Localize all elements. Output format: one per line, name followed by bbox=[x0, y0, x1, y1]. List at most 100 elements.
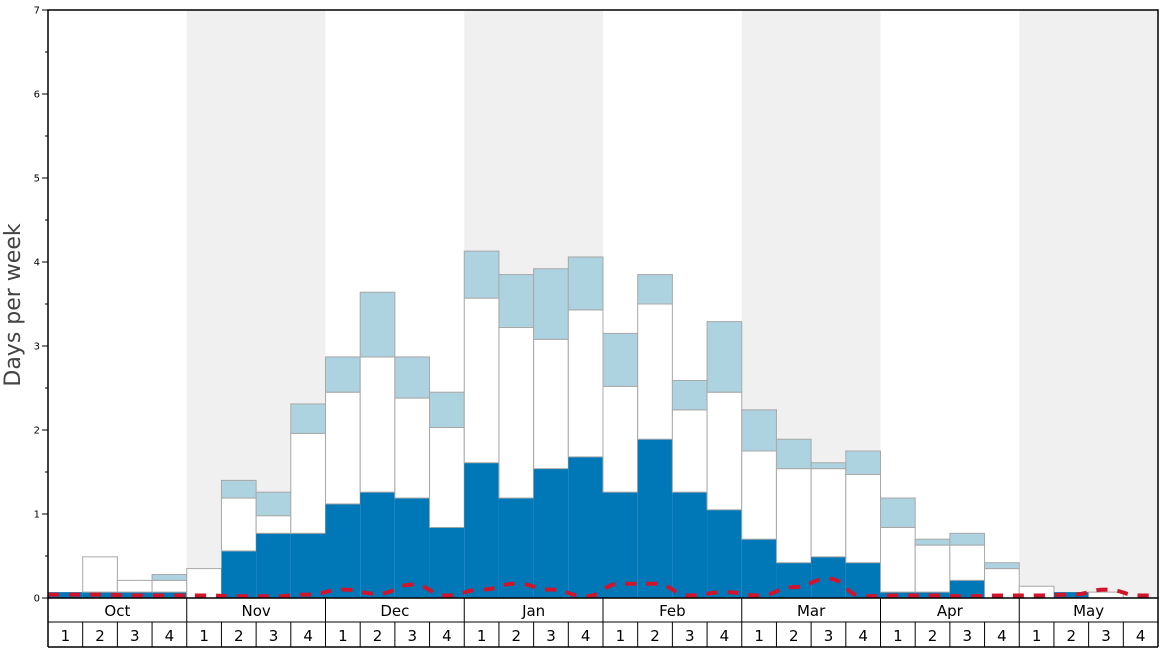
week-label-mar-4: 4 bbox=[858, 627, 868, 645]
week-label-apr-2: 2 bbox=[928, 627, 938, 645]
week-label-feb-1: 1 bbox=[616, 627, 626, 645]
bar-segment-dec-w4-s2 bbox=[429, 426, 465, 528]
dashed-line bbox=[48, 576, 1158, 599]
month-label-mar: Mar bbox=[797, 602, 826, 620]
week-label-nov-1: 1 bbox=[199, 627, 209, 645]
bar-segment-mar-w2-s2 bbox=[775, 468, 812, 564]
bar-segment-jan-w4-s2 bbox=[567, 309, 604, 458]
bar-segment-feb-w2-s3 bbox=[637, 274, 673, 305]
week-label-nov-2: 2 bbox=[234, 627, 244, 645]
week-label-feb-2: 2 bbox=[650, 627, 660, 645]
bar-segment-nov-w4-s3 bbox=[290, 403, 326, 434]
week-label-mar-1: 1 bbox=[754, 627, 764, 645]
bar-segment-mar-w3-s2 bbox=[810, 468, 847, 558]
bar-segment-jan-w2-s1 bbox=[498, 498, 534, 598]
bar-segment-nov-w3-s3 bbox=[255, 491, 292, 517]
week-label-dec-1: 1 bbox=[338, 627, 348, 645]
bar-segment-oct-w4-s3 bbox=[151, 573, 188, 581]
bar-segment-jan-w2-s2 bbox=[498, 327, 535, 499]
week-label-jan-4: 4 bbox=[581, 627, 591, 645]
y-axis-label: Days per week bbox=[1, 223, 26, 386]
bar-segment-nov-w3-s2 bbox=[255, 515, 292, 534]
week-label-oct-1: 1 bbox=[61, 627, 71, 645]
bar-segment-nov-w2-s3 bbox=[220, 479, 257, 499]
bar-segment-jan-w2-s3 bbox=[498, 274, 535, 329]
bar-segment-apr-w2-s2 bbox=[914, 544, 951, 593]
month-band-oct bbox=[48, 10, 187, 598]
bar-segment-apr-w3-s3 bbox=[949, 532, 986, 546]
bar-segment-feb-w4-s3 bbox=[706, 321, 743, 393]
bar-segment-dec-w1-s3 bbox=[325, 356, 361, 393]
bar-segment-feb-w4-s2 bbox=[706, 391, 743, 511]
bar-segment-dec-w2-s3 bbox=[359, 291, 396, 358]
bar-segment-dec-w1-s1 bbox=[325, 503, 361, 598]
week-label-jan-3: 3 bbox=[546, 627, 556, 645]
week-label-oct-3: 3 bbox=[130, 627, 140, 645]
bar-segment-mar-w3-s3 bbox=[810, 462, 847, 470]
bar-segment-apr-w3-s1 bbox=[949, 580, 985, 598]
week-label-nov-3: 3 bbox=[269, 627, 279, 645]
week-label-feb-4: 4 bbox=[720, 627, 730, 645]
bar-segment-dec-w3-s1 bbox=[394, 498, 430, 598]
x-axis: Oct 1 2 3 4 Nov 1 2 3 4 Dec 1 2 3 4 Jan 1 2 3 4 Feb 1 2 3 4 Mar 1 2… bbox=[47, 598, 1159, 648]
bar-segment-apr-w1-s2 bbox=[880, 526, 916, 593]
bar-segment-feb-w2-s1 bbox=[637, 439, 673, 598]
dashed-line-layer bbox=[48, 576, 1158, 599]
bar-segment-dec-w4-s3 bbox=[429, 391, 465, 428]
bar-segment-nov-w4-s2 bbox=[290, 432, 326, 534]
bar-segment-feb-w3-s1 bbox=[672, 492, 708, 598]
bar-segment-feb-w1-s3 bbox=[602, 332, 639, 387]
week-label-mar-2: 2 bbox=[789, 627, 799, 645]
week-label-may-3: 3 bbox=[1101, 627, 1111, 645]
week-label-mar-3: 3 bbox=[824, 627, 834, 645]
bar-segment-feb-w2-s2 bbox=[637, 303, 673, 440]
bar-segment-apr-w3-s2 bbox=[949, 544, 986, 581]
week-label-oct-2: 2 bbox=[95, 627, 105, 645]
bar-segment-oct-w3-s2 bbox=[116, 579, 153, 593]
month-label-jan: Jan bbox=[521, 602, 545, 620]
week-label-apr-3: 3 bbox=[962, 627, 972, 645]
bar-segment-jan-w1-s3 bbox=[463, 250, 500, 299]
bar-segment-feb-w4-s1 bbox=[707, 509, 742, 598]
bar-segment-nov-w2-s2 bbox=[220, 497, 257, 552]
y-tick-label-2: 2 bbox=[34, 426, 40, 437]
month-label-feb: Feb bbox=[659, 602, 686, 620]
week-label-dec-4: 4 bbox=[442, 627, 452, 645]
bar-segment-mar-w3-s1 bbox=[811, 556, 846, 598]
week-label-dec-3: 3 bbox=[407, 627, 417, 645]
y-tick-label-1: 1 bbox=[34, 510, 40, 521]
week-label-oct-4: 4 bbox=[165, 627, 175, 645]
month-label-nov: Nov bbox=[241, 602, 270, 620]
bar-segment-jan-w4-s3 bbox=[567, 256, 604, 311]
bar-segment-feb-w1-s1 bbox=[603, 492, 638, 598]
week-label-may-1: 1 bbox=[1032, 627, 1042, 645]
bar-segment-mar-w1-s1 bbox=[741, 539, 777, 598]
bar-segment-mar-w2-s1 bbox=[776, 562, 812, 598]
week-label-feb-3: 3 bbox=[685, 627, 695, 645]
week-label-apr-1: 1 bbox=[893, 627, 903, 645]
bar-segment-jan-w3-s2 bbox=[533, 338, 569, 470]
bar-segment-nov-w4-s1 bbox=[290, 533, 326, 598]
bar-segment-jan-w4-s1 bbox=[568, 456, 603, 598]
bar-segment-may-w2-s1 bbox=[1053, 592, 1089, 598]
month-label-may: May bbox=[1073, 602, 1104, 620]
bar-segment-jan-w3-s3 bbox=[533, 268, 569, 340]
week-label-may-2: 2 bbox=[1067, 627, 1077, 645]
y-tick-label-5: 5 bbox=[34, 174, 40, 185]
month-label-oct: Oct bbox=[104, 602, 130, 620]
bar-segment-dec-w1-s2 bbox=[325, 391, 361, 505]
bar-segment-mar-w2-s3 bbox=[775, 438, 812, 470]
bar-segment-dec-w4-s1 bbox=[429, 527, 465, 598]
y-tick-label-3: 3 bbox=[34, 342, 40, 353]
bar-segment-nov-w3-s1 bbox=[256, 533, 291, 598]
month-label-dec: Dec bbox=[380, 602, 409, 620]
bar-segment-mar-w4-s2 bbox=[845, 474, 881, 564]
bar-segment-oct-w4-s1 bbox=[152, 592, 187, 598]
y-tick-label-4: 4 bbox=[34, 258, 40, 269]
y-tick-label-6: 6 bbox=[34, 90, 40, 101]
bar-segment-dec-w3-s3 bbox=[394, 356, 431, 399]
week-label-jan-2: 2 bbox=[512, 627, 522, 645]
week-label-may-4: 4 bbox=[1136, 627, 1146, 645]
